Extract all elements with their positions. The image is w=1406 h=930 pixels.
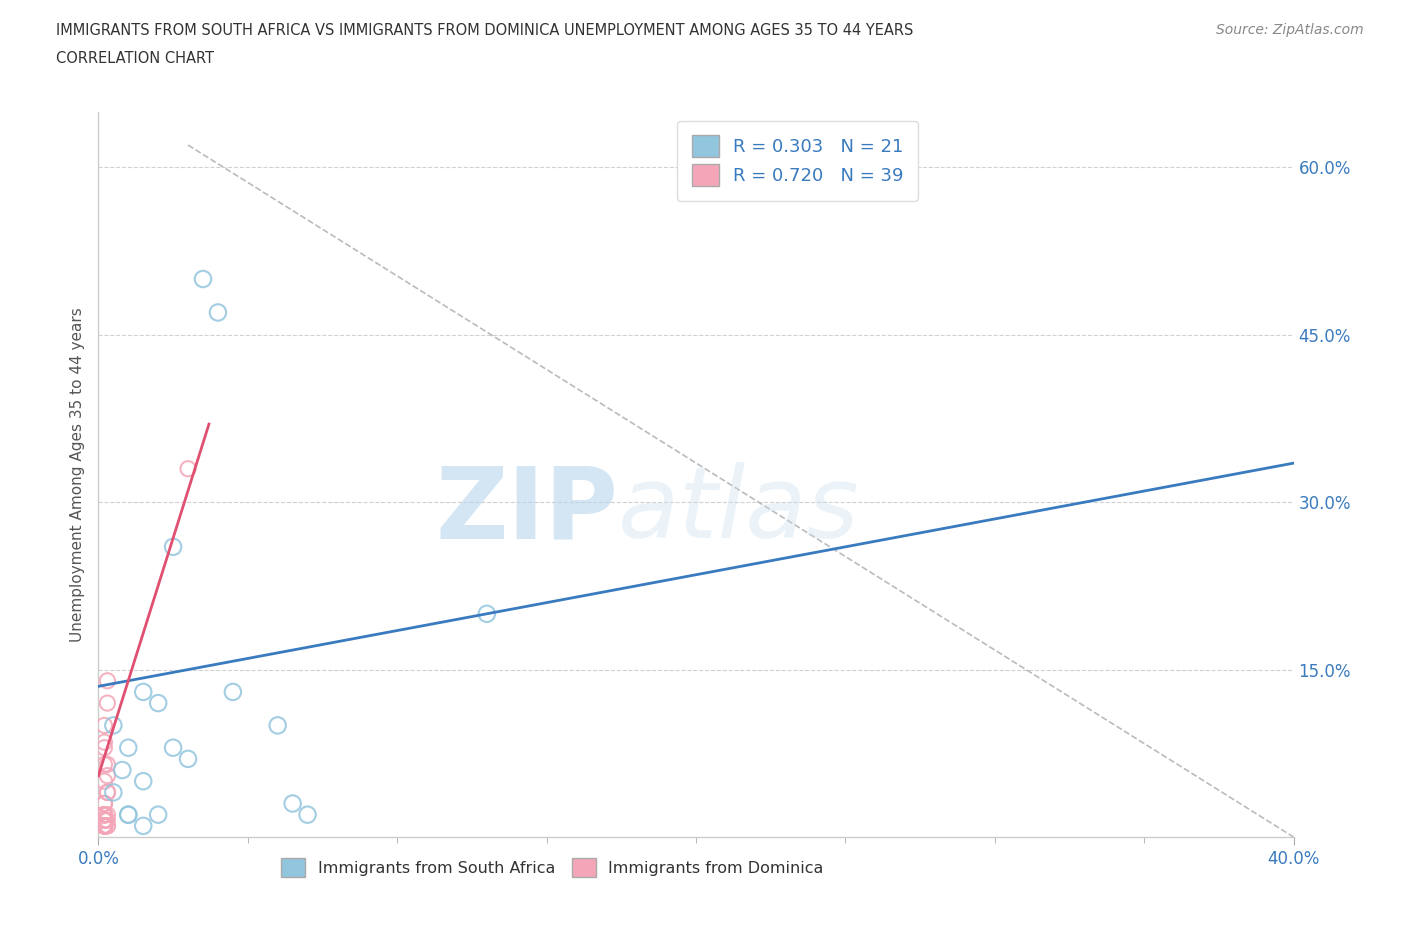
- Point: [93, 813, 115, 828]
- Point: [96, 785, 118, 800]
- Point: [207, 305, 229, 320]
- Point: [96, 807, 118, 822]
- Point: [93, 807, 115, 822]
- Point: [93, 818, 115, 833]
- Point: [96, 768, 118, 783]
- Point: [162, 539, 184, 554]
- Point: [132, 684, 155, 699]
- Point: [96, 673, 118, 688]
- Point: [177, 751, 200, 766]
- Point: [117, 807, 139, 822]
- Point: [475, 606, 498, 621]
- Text: Source: ZipAtlas.com: Source: ZipAtlas.com: [1216, 23, 1364, 37]
- Point: [96, 813, 118, 828]
- Point: [93, 818, 115, 833]
- Point: [93, 818, 115, 833]
- Point: [162, 740, 184, 755]
- Point: [111, 763, 134, 777]
- Point: [96, 696, 118, 711]
- Point: [93, 818, 115, 833]
- Point: [93, 718, 115, 733]
- Point: [132, 818, 155, 833]
- Point: [96, 757, 118, 772]
- Point: [93, 813, 115, 828]
- Point: [93, 818, 115, 833]
- Point: [96, 818, 118, 833]
- Point: [93, 796, 115, 811]
- Point: [93, 796, 115, 811]
- Point: [93, 807, 115, 822]
- Point: [93, 818, 115, 833]
- Point: [117, 807, 139, 822]
- Legend: Immigrants from South Africa, Immigrants from Dominica: Immigrants from South Africa, Immigrants…: [276, 851, 830, 884]
- Point: [93, 818, 115, 833]
- Point: [93, 807, 115, 822]
- Point: [117, 740, 139, 755]
- Point: [93, 740, 115, 755]
- Y-axis label: Unemployment Among Ages 35 to 44 years: Unemployment Among Ages 35 to 44 years: [69, 307, 84, 642]
- Point: [93, 807, 115, 822]
- Point: [93, 818, 115, 833]
- Point: [103, 718, 125, 733]
- Point: [96, 785, 118, 800]
- Point: [297, 807, 319, 822]
- Point: [177, 461, 200, 476]
- Point: [93, 796, 115, 811]
- Text: atlas: atlas: [619, 462, 860, 559]
- Point: [191, 272, 214, 286]
- Point: [148, 696, 170, 711]
- Point: [132, 774, 155, 789]
- Point: [103, 785, 125, 800]
- Point: [93, 774, 115, 789]
- Point: [93, 807, 115, 822]
- Point: [96, 818, 118, 833]
- Text: IMMIGRANTS FROM SOUTH AFRICA VS IMMIGRANTS FROM DOMINICA UNEMPLOYMENT AMONG AGES: IMMIGRANTS FROM SOUTH AFRICA VS IMMIGRAN…: [56, 23, 914, 38]
- Text: ZIP: ZIP: [436, 462, 619, 559]
- Point: [281, 796, 304, 811]
- Point: [267, 718, 290, 733]
- Point: [93, 818, 115, 833]
- Point: [93, 818, 115, 833]
- Point: [148, 807, 170, 822]
- Point: [93, 807, 115, 822]
- Point: [93, 735, 115, 750]
- Point: [222, 684, 245, 699]
- Point: [93, 807, 115, 822]
- Point: [93, 818, 115, 833]
- Point: [93, 757, 115, 772]
- Text: CORRELATION CHART: CORRELATION CHART: [56, 51, 214, 66]
